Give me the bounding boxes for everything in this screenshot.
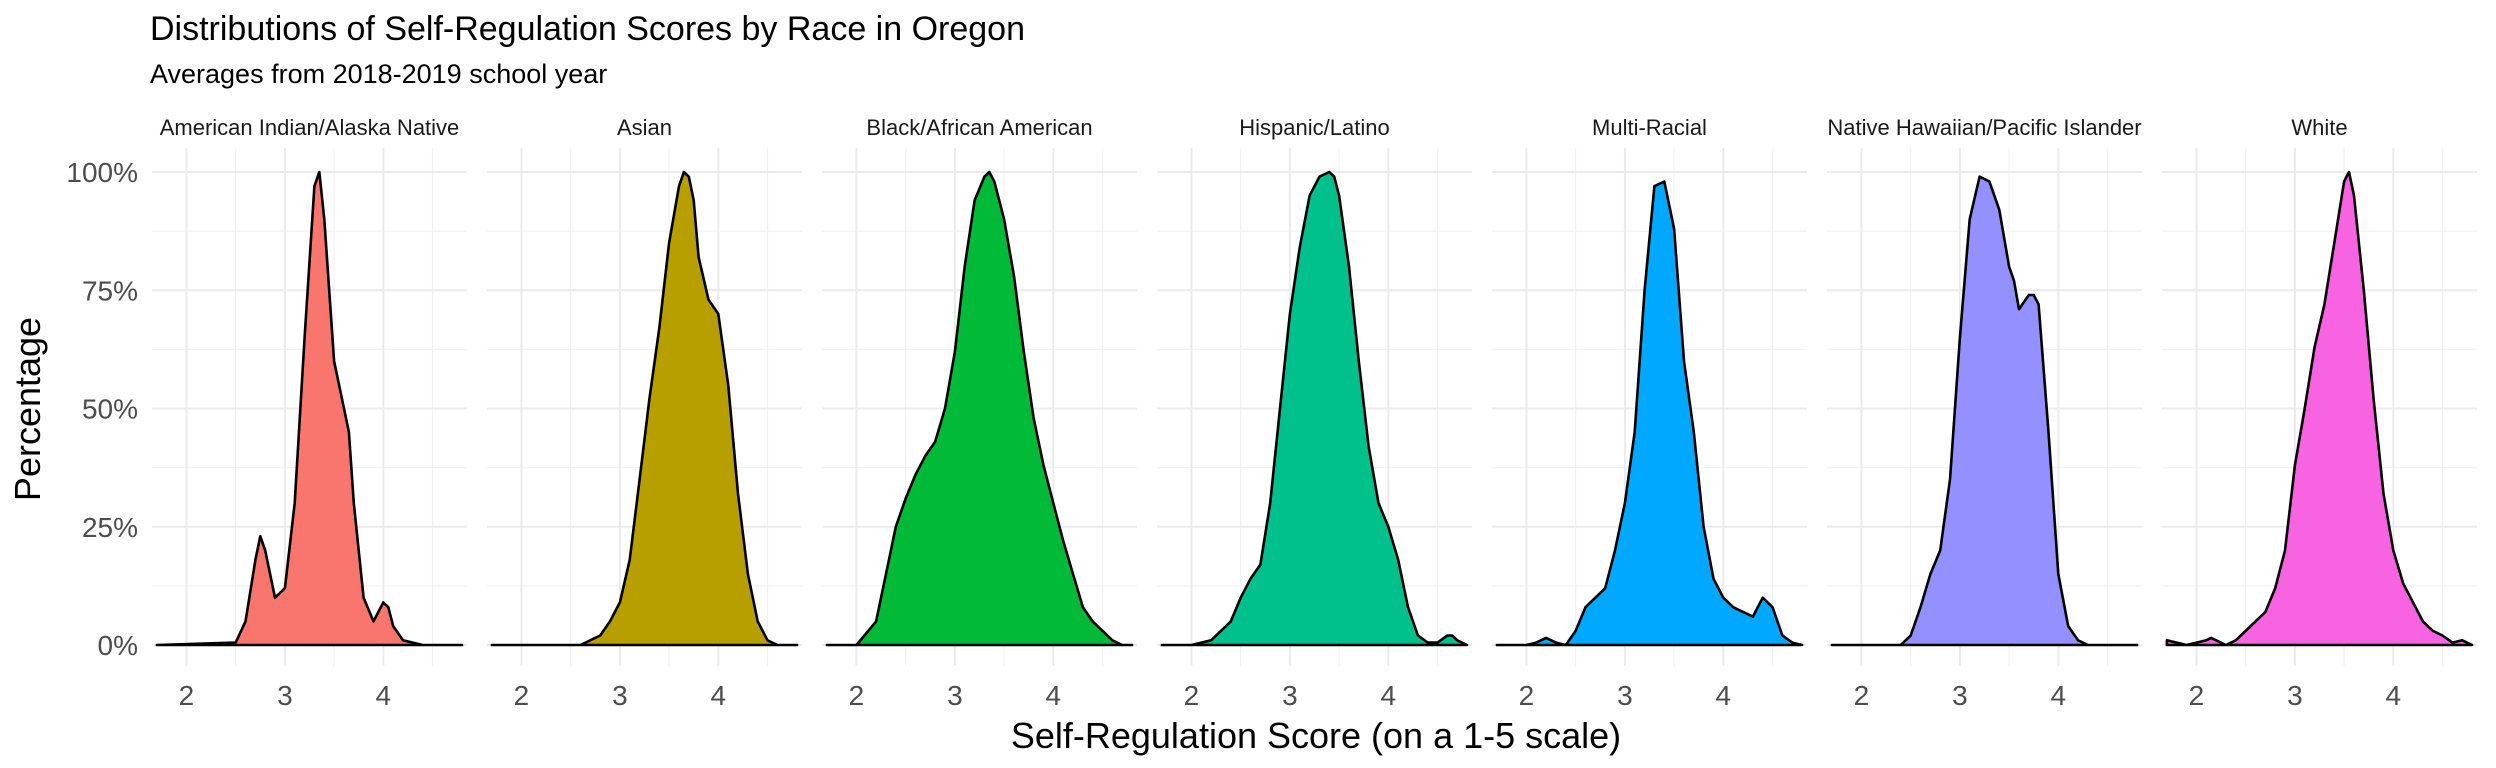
y-tick-label: 0% bbox=[98, 630, 138, 661]
x-tick-label: 3 bbox=[1952, 680, 1968, 711]
y-tick-label: 25% bbox=[82, 512, 138, 543]
x-tick-label: 3 bbox=[2287, 680, 2303, 711]
chart-title: Distributions of Self-Regulation Scores … bbox=[150, 10, 1025, 48]
facet-panel: 2 3 4 White bbox=[2162, 115, 2477, 711]
density-area bbox=[2165, 170, 2474, 647]
facet-strip-label: Black/African American bbox=[866, 115, 1092, 140]
x-tick-label: 4 bbox=[2051, 680, 2067, 711]
facet-panels: 2 3 4 American Indian/Alaska Native 2 3 4 Asian… bbox=[152, 115, 2477, 711]
facet-panel: 2 3 4 Hispanic/Latino bbox=[1157, 115, 1472, 711]
facet-strip-label: Multi-Racial bbox=[1592, 115, 1707, 140]
x-tick-label: 2 bbox=[1854, 680, 1870, 711]
x-tick-label: 2 bbox=[179, 680, 195, 711]
x-tick-label: 2 bbox=[2189, 680, 2205, 711]
facet-strip-label: White bbox=[2291, 115, 2347, 140]
facet-panel: 2 3 4 Multi-Racial bbox=[1492, 115, 1807, 711]
x-tick-label: 2 bbox=[849, 680, 865, 711]
density-area bbox=[1830, 175, 2139, 647]
x-tick-label: 3 bbox=[1282, 680, 1298, 711]
x-tick-label: 4 bbox=[711, 680, 727, 711]
x-tick-label: 2 bbox=[514, 680, 530, 711]
facet-strip-label: American Indian/Alaska Native bbox=[160, 115, 460, 140]
density-area bbox=[490, 170, 799, 647]
facet-panel: 2 3 4 Asian bbox=[487, 115, 802, 711]
x-tick-label: 2 bbox=[1184, 680, 1200, 711]
y-tick-label: 75% bbox=[82, 275, 138, 306]
x-tick-label: 4 bbox=[376, 680, 392, 711]
y-tick-label: 100% bbox=[66, 157, 138, 188]
x-axis-title: Self-Regulation Score (on a 1-5 scale) bbox=[1011, 715, 1621, 756]
facet-panel: 2 3 4 American Indian/Alaska Native bbox=[152, 115, 467, 711]
chart-subtitle: Averages from 2018-2019 school year bbox=[150, 59, 607, 89]
y-axis-title: Percentage bbox=[7, 317, 48, 501]
x-tick-label: 3 bbox=[612, 680, 628, 711]
facet-strip-label: Native Hawaiian/Pacific Islander bbox=[1827, 115, 2141, 140]
x-tick-label: 3 bbox=[947, 680, 963, 711]
x-tick-label: 4 bbox=[1381, 680, 1397, 711]
facet-strip-label: Asian bbox=[617, 115, 672, 140]
x-tick-label: 4 bbox=[1046, 680, 1062, 711]
x-tick-label: 3 bbox=[1617, 680, 1633, 711]
density-area bbox=[1495, 180, 1804, 647]
density-area bbox=[1160, 170, 1469, 647]
x-tick-label: 4 bbox=[1716, 680, 1732, 711]
density-area bbox=[155, 170, 464, 647]
x-tick-label: 3 bbox=[277, 680, 293, 711]
facet-strip-label: Hispanic/Latino bbox=[1239, 115, 1389, 140]
facet-panel: 2 3 4 Native Hawaiian/Pacific Islander bbox=[1827, 115, 2142, 711]
x-tick-label: 4 bbox=[2386, 680, 2402, 711]
facet-panel: 2 3 4 Black/African American bbox=[822, 115, 1137, 711]
y-axis: 0% 25% 50% 75% 100% bbox=[66, 157, 138, 661]
density-area bbox=[825, 170, 1134, 647]
x-tick-label: 2 bbox=[1519, 680, 1535, 711]
y-tick-label: 50% bbox=[82, 394, 138, 425]
